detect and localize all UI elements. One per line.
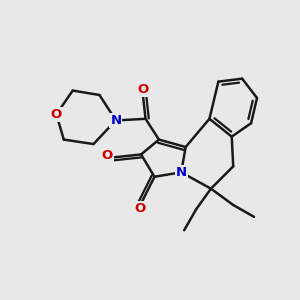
Text: O: O bbox=[137, 82, 148, 96]
Text: O: O bbox=[102, 149, 113, 162]
Text: N: N bbox=[176, 166, 187, 179]
Text: O: O bbox=[51, 108, 62, 121]
Text: O: O bbox=[134, 202, 145, 215]
Text: N: N bbox=[110, 114, 122, 127]
